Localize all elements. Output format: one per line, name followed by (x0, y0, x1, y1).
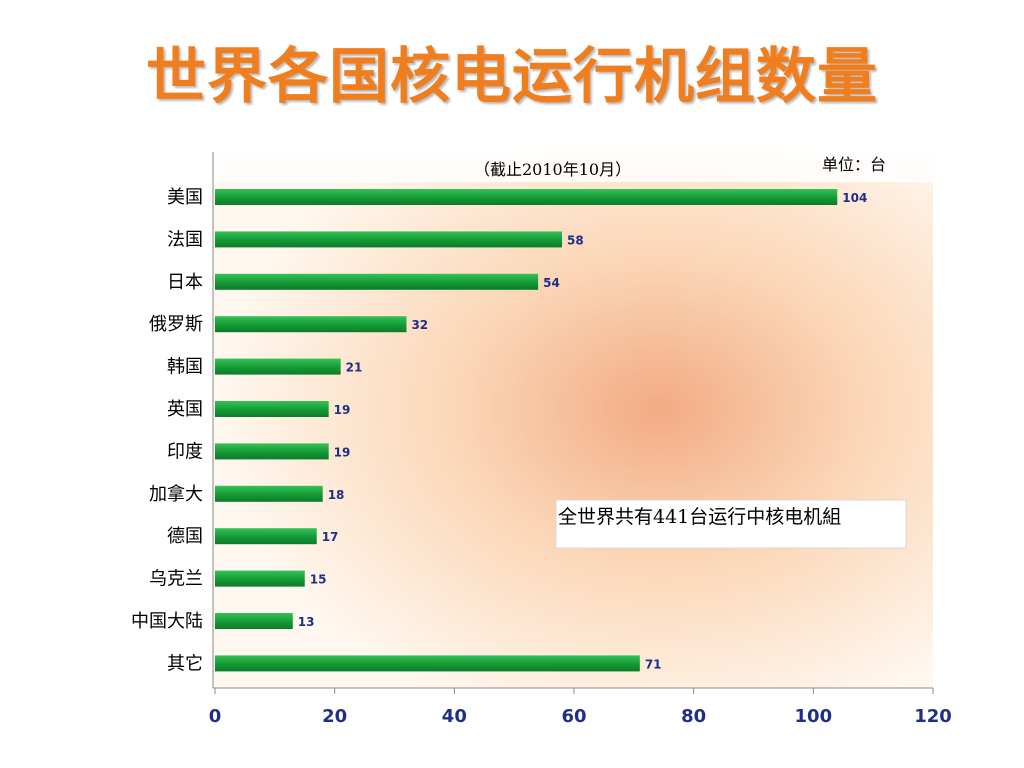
category-label: 乌克兰 (149, 569, 203, 590)
category-label: 韩国 (167, 357, 203, 378)
value-label: 58 (567, 233, 584, 247)
callout-box (555, 499, 907, 549)
value-label: 54 (543, 276, 560, 290)
unit-note: 单位：台 (822, 155, 886, 174)
bar (215, 189, 838, 205)
x-tick-label: 0 (209, 706, 222, 727)
x-tick-label: 20 (322, 706, 347, 727)
category-label: 中国大陆 (131, 611, 203, 632)
category-label: 法国 (167, 229, 203, 250)
value-label: 15 (310, 573, 327, 587)
value-label: 18 (328, 488, 345, 502)
bar (215, 273, 539, 290)
x-tick-label: 80 (681, 706, 706, 727)
bar (215, 443, 329, 460)
bar (215, 655, 640, 672)
x-tick-label: 40 (442, 706, 467, 727)
callout-text: 全世界共有441台运行中核电机組 (558, 506, 841, 528)
bars-layer (215, 189, 838, 672)
value-label: 19 (334, 403, 351, 417)
value-label: 32 (411, 318, 428, 332)
value-label: 21 (346, 361, 363, 375)
slide-title: 世界各国核电运行机组数量 (146, 42, 878, 112)
category-label: 加拿大 (149, 483, 203, 505)
bar (215, 613, 293, 629)
bar (215, 401, 329, 417)
bar (215, 316, 407, 333)
value-label: 17 (322, 530, 339, 544)
bar (215, 358, 341, 375)
x-tick-label: 120 (914, 706, 952, 727)
category-label: 英国 (167, 399, 203, 420)
category-label: 其它 (167, 653, 203, 674)
chart-subtitle: （截止2010年10月） (474, 160, 631, 179)
category-label: 印度 (167, 441, 203, 462)
value-label: 104 (842, 191, 867, 205)
x-axis-ticks: 0 20 40 60 80 100 120 (209, 688, 952, 727)
value-label: 19 (334, 445, 351, 459)
subtitle-strip (213, 152, 933, 182)
x-tick-label: 60 (561, 706, 586, 727)
category-label: 德国 (167, 526, 203, 547)
x-tick-label: 100 (795, 706, 833, 727)
value-label: 13 (298, 615, 315, 629)
bar (215, 231, 563, 248)
category-label: 俄罗斯 (149, 314, 203, 335)
bar (215, 570, 305, 587)
value-label: 71 (645, 657, 662, 671)
category-label: 美国 (167, 187, 203, 208)
bar (215, 528, 317, 545)
category-label: 日本 (167, 272, 203, 293)
value-labels: 104 58 54 32 21 19 19 18 17 15 13 71 (298, 191, 868, 671)
bar (215, 485, 323, 502)
